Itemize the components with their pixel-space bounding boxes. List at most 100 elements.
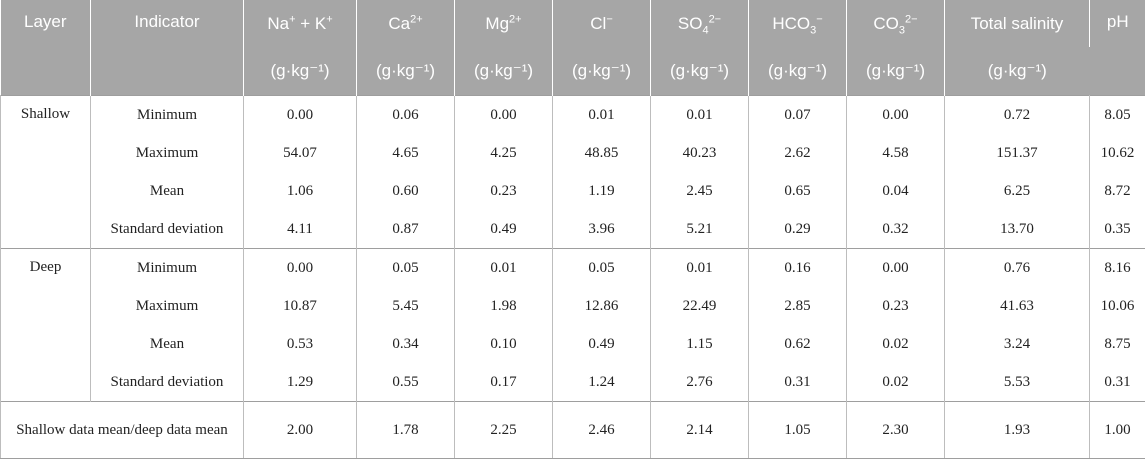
table-row: Maximum 10.87 5.45 1.98 12.86 22.49 2.85 0.23 41… (1, 287, 1145, 325)
table-body: Shallow Minimum 0.00 0.06 0.00 0.01 0.01 0.07 0.… (0, 95, 1145, 459)
value-cell: 0.31 (748, 363, 847, 402)
value-cell: 3.24 (944, 325, 1090, 363)
value-cell: 0.62 (748, 325, 847, 363)
header-ph: pH (1089, 0, 1145, 96)
header-mg: Mg2+ (454, 0, 553, 47)
value-cell: 0.07 (748, 95, 847, 134)
indicator-cell: Minimum (90, 248, 244, 287)
value-cell: 10.87 (243, 287, 357, 325)
value-cell: 0.00 (243, 95, 357, 134)
value-cell: 12.86 (552, 287, 651, 325)
value-cell: 0.31 (1089, 363, 1145, 402)
ratio-value-cell: 1.78 (356, 401, 455, 459)
value-cell: 4.65 (356, 134, 455, 172)
value-cell: 0.60 (356, 172, 455, 210)
value-cell: 1.98 (454, 287, 553, 325)
header-total-salinity: Total salinity (944, 0, 1090, 47)
value-cell: 151.37 (944, 134, 1090, 172)
value-cell: 0.76 (944, 248, 1090, 287)
ratio-value-cell: 2.46 (552, 401, 651, 459)
value-cell: 22.49 (650, 287, 749, 325)
value-cell: 0.05 (356, 248, 455, 287)
value-cell: 0.35 (1089, 210, 1145, 249)
value-cell: 0.29 (748, 210, 847, 249)
value-cell: 2.45 (650, 172, 749, 210)
indicator-cell: Maximum (90, 287, 244, 325)
ratio-value-cell: 2.14 (650, 401, 749, 459)
ratio-value-cell: 2.00 (243, 401, 357, 459)
value-cell: 4.25 (454, 134, 553, 172)
table-row: Standard deviation 1.29 0.55 0.17 1.24 2.76 0.… (1, 363, 1145, 402)
table-row: Maximum 54.07 4.65 4.25 48.85 40.23 2.62 4.58 15… (1, 134, 1145, 172)
value-cell: 54.07 (243, 134, 357, 172)
header-co3: CO32− (846, 0, 945, 47)
indicator-cell: Standard deviation (90, 210, 244, 249)
value-cell: 40.23 (650, 134, 749, 172)
value-cell: 4.58 (846, 134, 945, 172)
unit-ca: (g·kg⁻¹) (356, 47, 455, 96)
value-cell: 0.16 (748, 248, 847, 287)
unit-hco3: (g·kg⁻¹) (748, 47, 847, 96)
value-cell: 5.21 (650, 210, 749, 249)
value-cell: 0.04 (846, 172, 945, 210)
value-cell: 41.63 (944, 287, 1090, 325)
unit-na-k: (g·kg⁻¹) (243, 47, 357, 96)
value-cell: 2.85 (748, 287, 847, 325)
value-cell: 1.24 (552, 363, 651, 402)
value-cell: 0.23 (846, 287, 945, 325)
value-cell: 0.10 (454, 325, 553, 363)
value-cell: 0.00 (846, 248, 945, 287)
value-cell: 1.06 (243, 172, 357, 210)
table-row: Mean 1.06 0.60 0.23 1.19 2.45 0.65 0.04 6.25 8.72 (1, 172, 1145, 210)
value-cell: 0.23 (454, 172, 553, 210)
ratio-row: Shallow data mean/deep data mean 2.00 1.78… (0, 401, 1145, 459)
value-cell: 0.55 (356, 363, 455, 402)
value-cell: 4.11 (243, 210, 357, 249)
value-cell: 13.70 (944, 210, 1090, 249)
header-ca: Ca2+ (356, 0, 455, 47)
layer-cell: Shallow (0, 95, 91, 249)
header-indicator: Indicator (90, 0, 244, 96)
unit-so4: (g·kg⁻¹) (650, 47, 749, 96)
ratio-value-cell: 1.00 (1089, 401, 1145, 459)
header-so4: SO42− (650, 0, 749, 47)
value-cell: 0.17 (454, 363, 553, 402)
indicator-cell: Maximum (90, 134, 244, 172)
header-layer: Layer (0, 0, 91, 96)
value-cell: 0.00 (243, 248, 357, 287)
value-cell: 0.34 (356, 325, 455, 363)
unit-total-salinity: (g·kg⁻¹) (944, 47, 1090, 96)
unit-row: (g·kg⁻¹) (g·kg⁻¹) (g·kg⁻¹) (g·kg⁻¹) (g·k… (1, 47, 1145, 96)
value-cell: 8.75 (1089, 325, 1145, 363)
value-cell: 1.15 (650, 325, 749, 363)
value-cell: 0.00 (454, 95, 553, 134)
unit-cl: (g·kg⁻¹) (552, 47, 651, 96)
value-cell: 0.65 (748, 172, 847, 210)
value-cell: 0.32 (846, 210, 945, 249)
ratio-value-cell: 2.25 (454, 401, 553, 459)
header-na-k: Na+ + K+ (243, 0, 357, 47)
ratio-label: Shallow data mean/deep data mean (0, 401, 244, 459)
value-cell: 2.76 (650, 363, 749, 402)
header-row: Layer Indicator Na+ + K+ Ca2+ Mg2+ Cl− S… (0, 0, 1145, 96)
value-cell: 0.01 (650, 248, 749, 287)
value-cell: 3.96 (552, 210, 651, 249)
layer-cell: Deep (0, 248, 91, 402)
indicator-cell: Mean (90, 172, 244, 210)
ratio-value-cell: 1.05 (748, 401, 847, 459)
value-cell: 0.05 (552, 248, 651, 287)
ratio-value-cell: 1.93 (944, 401, 1090, 459)
indicator-cell: Minimum (90, 95, 244, 134)
value-cell: 0.02 (846, 363, 945, 402)
value-cell: 0.49 (454, 210, 553, 249)
value-cell: 0.01 (552, 95, 651, 134)
value-cell: 10.06 (1089, 287, 1145, 325)
value-cell: 5.53 (944, 363, 1090, 402)
value-cell: 0.02 (846, 325, 945, 363)
value-cell: 5.45 (356, 287, 455, 325)
unit-mg: (g·kg⁻¹) (454, 47, 553, 96)
value-cell: 8.16 (1089, 248, 1145, 287)
value-cell: 2.62 (748, 134, 847, 172)
table-row: Deep Minimum 0.00 0.05 0.01 0.05 0.01 0.16 0.00 0… (0, 248, 1145, 402)
value-cell: 0.06 (356, 95, 455, 134)
